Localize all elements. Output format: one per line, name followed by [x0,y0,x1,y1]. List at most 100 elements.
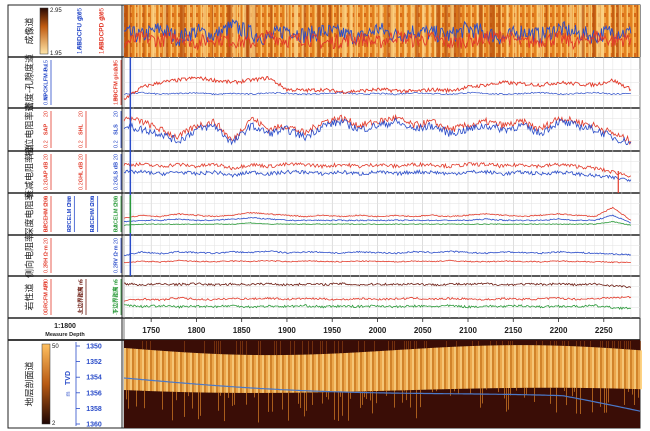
curve-name: ABDCFU g/c [77,11,84,50]
curve-RACELM [123,220,632,226]
curve-scale-max: 5 [113,279,119,282]
image-color-scale: 2.95 1.95 [39,7,62,57]
curve-name: RACELM Ω·m [113,196,119,232]
scale-max: 2.95 [50,8,62,14]
curve-name: RPCELM Ω·m [67,196,73,232]
depth-tick-label: 2250 [595,326,613,335]
tvd-label: TVD [65,371,72,385]
curve-scale-min: 0 [43,312,49,315]
curve-scale-max: 20 [43,111,49,117]
depth-tick-label: 1850 [233,326,251,335]
track-name: 侧向电阻率 [23,233,34,278]
curve-name: 下边界距离 m [111,280,119,314]
depth-tick-label: 1800 [188,326,206,335]
curve-scale-max: 20 [78,154,84,160]
track-grid [123,235,641,276]
track-name: 深度电阻率 [23,191,34,236]
tvd-tick-label: 1358 [86,406,102,413]
curve-scale: 0.2 SLS 20 [113,111,122,148]
track-name: 岩性道 [23,283,34,310]
curve-name: RH Ω·m [43,245,49,266]
tvd-tick-label: 1350 [86,344,102,351]
curve-scale-max: 20 [43,238,49,244]
curve-NPCKLFM [123,91,631,96]
curve-scale-min: 1.95 [113,94,119,105]
curve-name: BPCEHM Ω·m [43,196,49,233]
track-grid [123,57,641,108]
curve-scale-min: 0.2 [113,224,119,232]
curve-scale-min: 0.2 [113,265,119,273]
curve-scale-max: 20 [113,111,119,117]
section-color-scale: 50 2 [41,343,59,427]
depth-ratio: 1:1800 [54,323,76,330]
curve-RPCELM [123,214,631,224]
curve-scale: 0.2RH Ω·m20 [43,238,52,273]
curve-scale-min: 0.2 [78,182,84,190]
curve-GAP [123,161,632,178]
tvd-tick-label: 1360 [86,422,102,429]
curve-scale: 0.2RV Ω·m20 [113,238,122,273]
depth-tick-label: 1950 [323,326,341,335]
curve-scale-max: 20 [113,154,119,160]
track-name: 密度-孔隙度道 [23,54,34,111]
depth-tick-label: 2100 [459,326,477,335]
curve-scale-min: 0.2 [43,265,49,273]
curve-上边界距离 [123,282,632,289]
depth-tick-label: 2050 [414,326,432,335]
curve-name: SLS [113,124,119,135]
curve-name: GLS dB [113,162,119,182]
depth-tick-label: 2200 [550,326,568,335]
curve-scale: 0.2 SAP 20 [43,111,52,148]
tvd-tick-label: 1354 [86,375,102,382]
curve-scale-max: 2.95 [78,7,84,19]
curve-scale-min: 0.2 [90,224,96,232]
curve-scale-max: 20 [43,154,49,160]
scale-min: 1.95 [50,51,62,57]
curve-scale: 0.2 SHL 20 [78,111,87,148]
curve-scale-max: 20 [113,238,119,244]
tvd-tick-label: 1352 [86,359,102,366]
tvd-unit: m [66,392,72,397]
curve-scale-min: 1.95 [78,42,84,54]
curve-scale-max: 2.95 [100,7,106,19]
curve-name: GAP dB [43,162,49,183]
curve-scale-min: 0.2 [43,140,49,148]
curve-name: RACEHM Ω·m [90,195,96,232]
curve-scale-min: 0.45 [43,94,49,105]
curve-BPCEHM [123,206,632,221]
curve-ABDCFU [123,18,632,47]
curve-RH [123,259,631,264]
curve-GRCFM [123,295,632,302]
depth-label: Measure Depth [45,332,85,338]
track-name: 相位电阻率道 [23,102,34,156]
curve-scale-max: 200 [67,196,73,205]
curve-下边界距离 [123,304,631,310]
curve-RV [123,250,632,257]
curve-scale-max: 100 [43,279,49,288]
curve-scale-min: 0.2 [43,224,49,232]
scale-min: 2 [52,421,56,427]
track-name: 地层剖面道 [23,361,34,406]
depth-tick-label: 2000 [369,326,387,335]
curve-BDCFM [123,75,632,101]
curve-scale-max: 5 [78,279,84,282]
curve-name: GRCFM API [43,281,49,312]
track-name: 成像道 [23,17,34,44]
curve-name: NPCKLFM Pu [43,64,49,101]
curve-name: SAP [43,124,49,136]
track-name: 衰减电阻率道 [23,145,34,199]
depth-tick-label: 2150 [504,326,522,335]
well-trajectory [123,377,641,412]
curve-scale-min: -5 [113,310,119,315]
depth-axis: 1:1800 Measure Depth 1750 1800 1850 1900 1950 2… [45,318,613,338]
